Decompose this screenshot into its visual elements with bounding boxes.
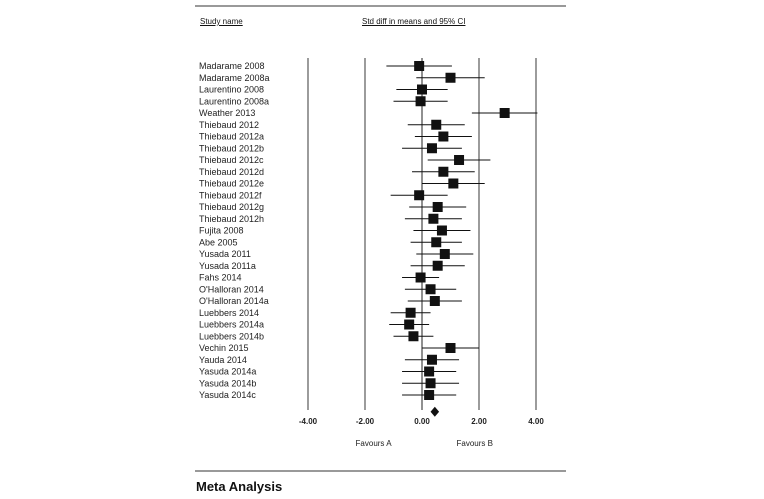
study-row: Thiebaud 2012 [199,119,465,130]
study-label: Yusada 2011a [199,261,256,271]
effect-square [432,260,443,271]
effect-square [426,143,437,154]
study-label: Thiebaud 2012f [199,190,262,200]
effect-square [417,84,427,95]
study-label: Thiebaud 2012b [199,143,264,153]
effect-square [431,237,442,248]
study-row: Luebbers 2014 [199,307,431,318]
effect-square [448,178,459,189]
study-label: Thiebaud 2012g [199,202,264,212]
meta-analysis-title: Meta Analysis [196,479,283,494]
study-row: Thiebaud 2012c [199,155,491,165]
effect-square [424,390,435,400]
study-label: Vechin 2015 [199,343,249,353]
study-label: Yasuda 2014a [199,367,256,377]
study-row: Fahs 2014 [199,272,440,283]
effect-square [426,354,437,365]
effect-square [428,213,439,224]
study-label: Thiebaud 2012d [199,167,264,177]
study-label: Abe 2005 [199,237,238,247]
study-row: Weather 2013 [199,108,538,118]
study-row: Fujita 2008 [199,225,471,236]
study-row: Thiebaud 2012b [199,143,462,154]
study-row: Madarame 2008a [199,72,485,83]
study-label: O'Halloran 2014 [199,284,264,294]
study-label: Madarame 2008 [199,61,265,71]
study-label: Thiebaud 2012c [199,155,264,165]
effect-square [429,296,440,306]
study-label: Yauda 2014 [199,355,247,365]
study-row: Luebbers 2014b [199,331,434,342]
study-row: Yauda 2014 [199,354,460,365]
study-label: Fahs 2014 [199,273,242,283]
study-row: Thiebaud 2012e [199,178,485,189]
study-label: Luebbers 2014b [199,331,264,341]
effect-square [438,131,449,142]
study-row: Yusada 2011a [199,260,465,271]
effect-square [438,166,449,177]
study-row: Luebbers 2014a [199,319,430,330]
effect-square [431,119,442,130]
study-row: Thiebaud 2012f [199,190,448,201]
study-label: Thiebaud 2012h [199,214,264,224]
summary-diamond [430,406,440,417]
study-label: Thiebaud 2012e [199,179,264,189]
study-row: Thiebaud 2012g [199,202,467,212]
study-label: Yasuda 2014c [199,390,256,400]
study-label: Fujita 2008 [199,226,244,236]
study-row: Madarame 2008 [199,61,452,71]
study-label: Luebbers 2014a [199,320,264,330]
study-row: O'Halloran 2014 [199,284,457,295]
effect-square [404,319,415,330]
tick-label: 2.00 [471,417,487,426]
study-label: Yusada 2011 [199,249,251,259]
study-label: Luebbers 2014 [199,308,259,318]
study-row: Laurentino 2008a [199,96,448,107]
study-row: Yasuda 2014b [199,378,460,389]
study-row: Abe 2005 [199,237,462,248]
effect-square [425,378,436,389]
study-row: Laurentino 2008 [199,84,448,95]
effect-square [436,225,447,236]
study-row: Thiebaud 2012d [199,166,475,177]
effect-square [414,190,425,201]
tick-label: 0.00 [414,417,430,426]
study-label: Thiebaud 2012a [199,132,264,142]
effect-header: Std diff in means and 95% CI [362,17,466,26]
study-row: Thiebaud 2012h [199,213,462,224]
effect-square [499,108,510,118]
effect-square [405,307,416,318]
favours-b-label: Favours B [456,439,492,448]
study-name-header: Study name [200,17,243,26]
effect-square [454,155,465,165]
tick-label: 4.00 [528,417,544,426]
effect-square [408,331,419,342]
study-row: O'Halloran 2014a [199,296,462,306]
effect-square [415,272,426,283]
study-label: Yasuda 2014b [199,378,256,388]
study-label: Madarame 2008a [199,73,270,83]
study-row: Yusada 2011 [199,249,474,259]
effect-square [445,72,456,83]
effect-square [432,202,443,212]
effect-square [445,343,456,353]
effect-square [424,366,435,377]
study-row: Yasuda 2014a [199,366,457,377]
effect-square [439,249,450,259]
study-label: Laurentino 2008 [199,85,264,95]
tick-label: -4.00 [299,417,318,426]
favours-a-label: Favours A [356,439,393,448]
study-label: O'Halloran 2014a [199,296,269,306]
study-label: Thiebaud 2012 [199,120,259,130]
effect-square [425,284,436,295]
effect-square [414,61,425,71]
effect-square [415,96,426,107]
study-label: Laurentino 2008a [199,96,269,106]
study-row: Yasuda 2014c [199,390,457,400]
study-label: Weather 2013 [199,108,255,118]
study-row: Vechin 2015 [199,343,479,353]
study-row: Thiebaud 2012a [199,131,472,142]
tick-label: -2.00 [356,417,375,426]
